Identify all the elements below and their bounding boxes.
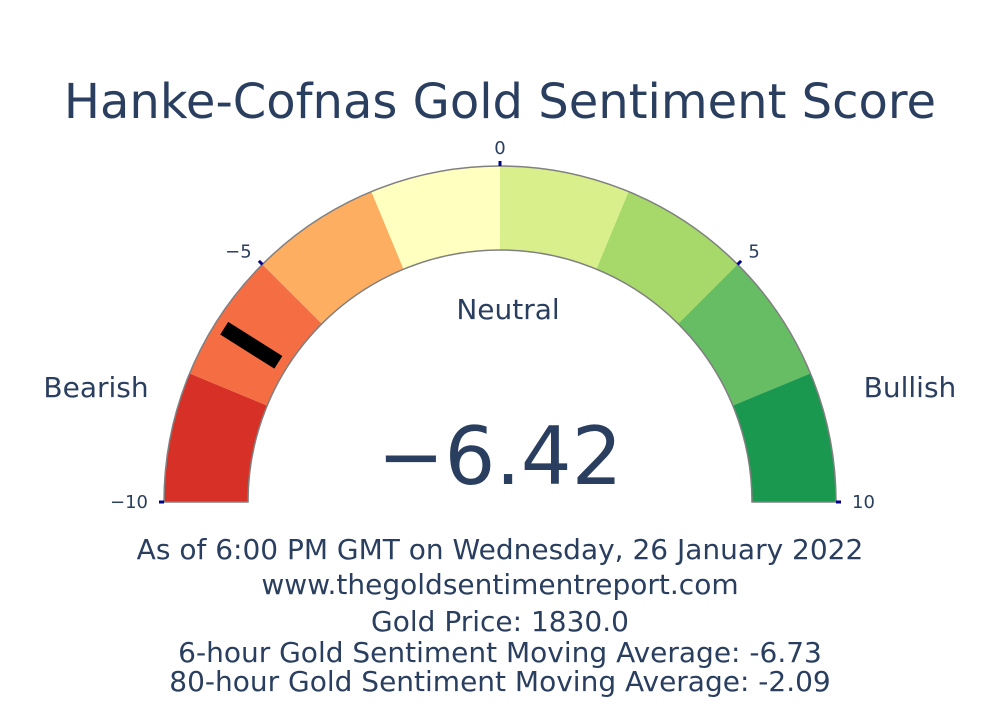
tick-label: 5 xyxy=(748,242,759,263)
annotation-bearish: Bearish xyxy=(43,371,148,404)
gauge-ticks: −10 −5 0 5 10 xyxy=(110,138,875,513)
footer-ma80: 80-hour Gold Sentiment Moving Average: -… xyxy=(169,665,831,698)
gauge-band-1 xyxy=(189,264,322,406)
footer-gold-price: Gold Price: 1830.0 xyxy=(371,605,629,638)
gauge-band-2 xyxy=(262,191,404,324)
annotation-bullish: Bullish xyxy=(864,371,957,404)
tick-label: 0 xyxy=(494,138,505,159)
gauge-needle xyxy=(220,321,283,369)
gauge-value: −6.42 xyxy=(377,410,622,503)
gauge-band-6 xyxy=(678,264,811,406)
gauge-band-5 xyxy=(596,191,738,324)
tick-label: 10 xyxy=(852,492,875,513)
gauge-bands xyxy=(163,165,837,503)
chart-title: Hanke-Cofnas Gold Sentiment Score xyxy=(64,74,936,130)
gauge-outline xyxy=(163,165,837,503)
footer-timestamp: As of 6:00 PM GMT on Wednesday, 26 Janua… xyxy=(137,533,864,566)
tick-mark xyxy=(257,259,264,266)
gauge-band-4 xyxy=(500,166,629,270)
gauge-band-7 xyxy=(732,373,836,502)
tick-mark xyxy=(736,259,743,266)
gauge-band-0 xyxy=(164,373,268,502)
annotation-neutral: Neutral xyxy=(456,293,559,326)
footer-ma6: 6-hour Gold Sentiment Moving Average: -6… xyxy=(178,636,822,669)
tick-label: −5 xyxy=(225,242,252,263)
gauge-band-3 xyxy=(371,166,500,270)
footer-website: www.thegoldsentimentreport.com xyxy=(261,568,738,601)
gauge-needle-group xyxy=(220,321,283,369)
tick-label: −10 xyxy=(110,492,148,513)
